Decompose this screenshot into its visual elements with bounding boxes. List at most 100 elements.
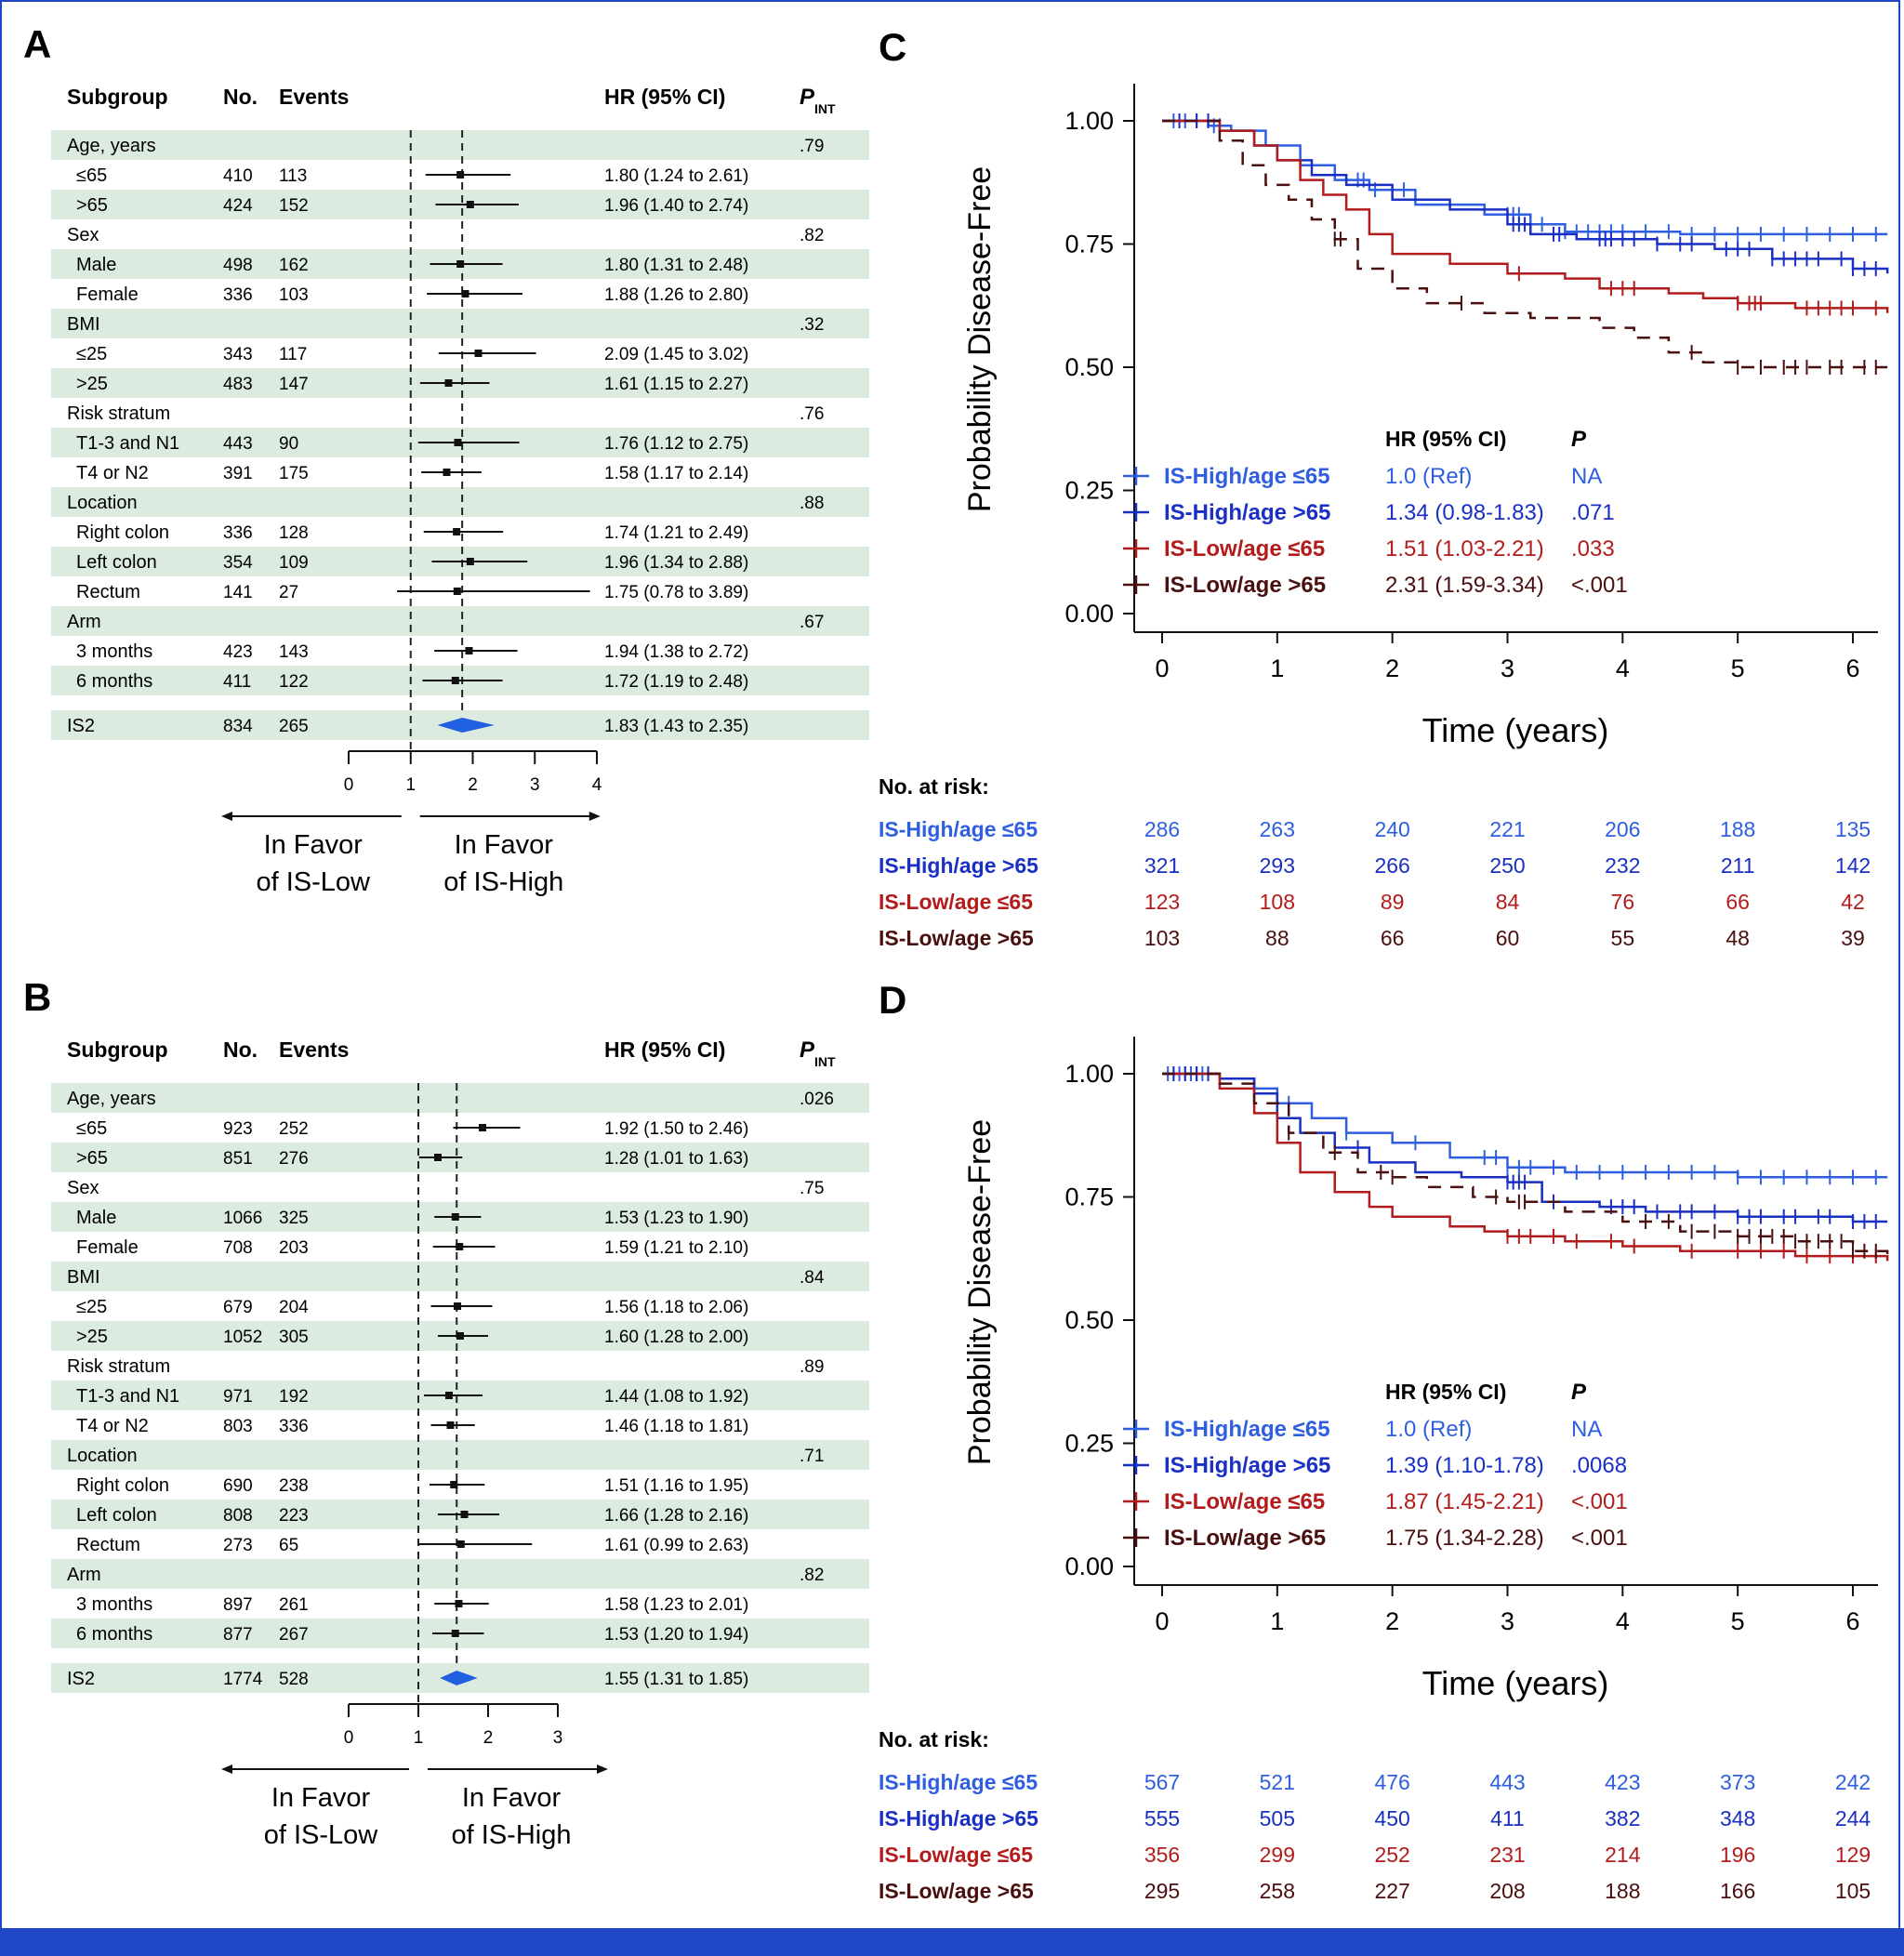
legend-hr: 1.75 (1.34-2.28) [1385, 1526, 1544, 1551]
subgroup-label: >65 [76, 1148, 108, 1169]
y-tick-label: 1.00 [1064, 107, 1114, 135]
hr-point [461, 290, 469, 297]
events-value: 103 [279, 285, 309, 305]
hr-ci-text: 1.75 (0.78 to 3.89) [604, 583, 748, 602]
risk-value: 142 [1835, 853, 1871, 878]
legend-series-name: IS-High/age ≤65 [1164, 1417, 1330, 1442]
risk-value: 244 [1835, 1806, 1871, 1830]
favor-left-label: In Favor [264, 830, 364, 860]
n-value: 391 [223, 464, 253, 483]
risk-value: 66 [1381, 926, 1405, 950]
risk-value: 423 [1605, 1770, 1640, 1794]
y-tick-label: 0.75 [1064, 231, 1114, 258]
forest-plot-a: A Subgroup No. Events HR (95% CI) P INT Age, ye… [23, 22, 869, 897]
panel-letter: B [23, 975, 51, 1019]
p-interaction: .82 [800, 1566, 824, 1585]
subgroup-label: Male [76, 1208, 116, 1228]
events-value: 267 [279, 1625, 309, 1645]
subgroup-label: Female [76, 1237, 139, 1258]
risk-value: 135 [1835, 817, 1871, 841]
legend-series-name: IS-High/age >65 [1164, 500, 1330, 525]
risk-value: 258 [1260, 1879, 1295, 1903]
hr-point [454, 439, 462, 446]
hr-point [466, 558, 474, 565]
risk-value: 227 [1374, 1879, 1409, 1903]
hr-ci-text: 1.80 (1.31 to 2.48) [604, 256, 748, 275]
risk-value: 450 [1374, 1806, 1409, 1830]
subgroup-label: 3 months [76, 1594, 152, 1615]
p-interaction: .84 [800, 1268, 825, 1288]
legend-header-p: P [1571, 427, 1587, 452]
risk-value: 476 [1374, 1770, 1409, 1794]
header-events: Events [279, 85, 349, 109]
x-tick-label: 2 [1385, 1607, 1399, 1635]
risk-value: 411 [1490, 1806, 1525, 1830]
hr-point [456, 1332, 464, 1340]
events-value: 203 [279, 1238, 309, 1258]
p-interaction: .75 [800, 1179, 824, 1198]
events-value: 223 [279, 1506, 309, 1526]
p-interaction: .026 [800, 1090, 834, 1109]
x-tick-label: 1 [1270, 654, 1284, 682]
events-value: 305 [279, 1328, 309, 1347]
p-interaction: .79 [800, 137, 824, 156]
risk-row-label: IS-Low/age >65 [879, 926, 1034, 950]
subgroup-label: Male [76, 255, 116, 275]
subgroup-label: ≤25 [76, 1297, 107, 1317]
row-band [51, 606, 869, 636]
survival-curve [1162, 1072, 1888, 1223]
events-value: 109 [279, 553, 309, 573]
risk-row-label: IS-Low/age >65 [879, 1879, 1034, 1903]
x-tick-label: 1 [414, 1728, 424, 1748]
header-no: No. [223, 1037, 258, 1062]
header-hr: HR (95% CI) [604, 85, 725, 109]
panel-letter: D [879, 978, 906, 1022]
hr-point [456, 260, 465, 268]
group-label: Arm [67, 612, 101, 632]
n-value: 423 [223, 642, 253, 662]
y-tick-label: 0.50 [1064, 353, 1114, 381]
risk-value: 295 [1144, 1879, 1180, 1903]
risk-row-label: IS-Low/age ≤65 [879, 890, 1033, 914]
hr-point [451, 677, 459, 684]
risk-value: 348 [1720, 1806, 1755, 1830]
risk-row-label: IS-High/age ≤65 [879, 1770, 1038, 1794]
survival-curve [1162, 119, 1889, 313]
group-label: Age, years [67, 1089, 156, 1109]
hr-ci-text: 1.55 (1.31 to 1.85) [604, 1670, 748, 1689]
hr-ci-text: 2.09 (1.45 to 3.02) [604, 345, 748, 364]
n-value: 343 [223, 345, 253, 364]
hr-ci-text: 1.53 (1.23 to 1.90) [604, 1209, 748, 1228]
n-value: 690 [223, 1476, 253, 1496]
legend-p: NA [1571, 464, 1602, 489]
subgroup-label: Left colon [76, 1505, 157, 1526]
legend-series-name: IS-Low/age >65 [1164, 573, 1326, 598]
hr-point [453, 588, 461, 595]
events-value: 261 [279, 1595, 309, 1615]
survival-curve [1162, 1072, 1889, 1262]
x-tick-label: 3 [530, 775, 540, 795]
header-p-subscript: INT [814, 1054, 836, 1069]
hr-point [466, 201, 474, 208]
subgroup-label: T1-3 and N1 [76, 1386, 179, 1407]
subgroup-label: 3 months [76, 641, 152, 662]
risk-value: 129 [1835, 1843, 1871, 1867]
x-tick-label: 4 [592, 775, 602, 795]
hr-ci-text: 1.56 (1.18 to 2.06) [604, 1298, 748, 1317]
hr-ci-text: 1.88 (1.26 to 2.80) [604, 285, 748, 305]
risk-value: 188 [1720, 817, 1755, 841]
x-tick-label: 3 [553, 1728, 563, 1748]
p-interaction: .88 [800, 494, 824, 513]
n-value: 498 [223, 256, 253, 275]
legend-p: <.001 [1571, 1489, 1628, 1514]
events-value: 265 [279, 717, 309, 736]
favor-right-arrowhead [588, 812, 601, 821]
events-value: 175 [279, 464, 309, 483]
favor-left-label: of IS-Low [257, 867, 372, 897]
hr-point [451, 1630, 459, 1637]
hr-point [451, 1213, 459, 1221]
hr-ci-text: 1.51 (1.16 to 1.95) [604, 1476, 748, 1496]
n-value: 851 [223, 1149, 253, 1169]
subgroup-label: >25 [76, 374, 108, 394]
risk-value: 88 [1265, 926, 1289, 950]
